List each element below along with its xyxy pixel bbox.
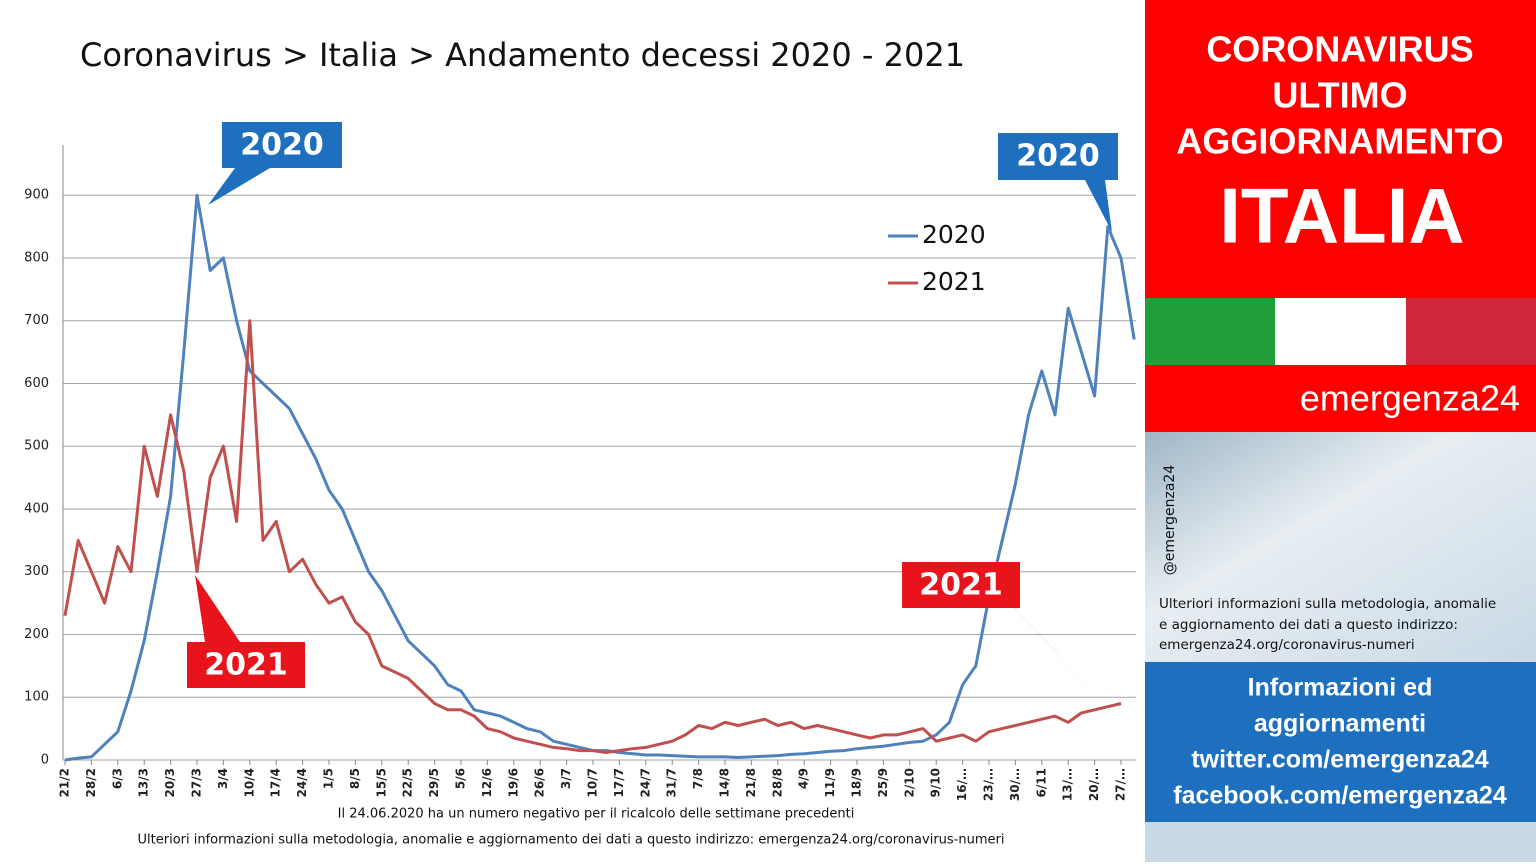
y-tick-label: 400: [24, 501, 49, 516]
x-tick-label: 9/10: [929, 768, 943, 797]
x-tick-label: 21/8: [744, 768, 758, 797]
background-image: [1145, 432, 1536, 662]
x-tick-label: 28/2: [84, 768, 98, 797]
x-tick-label: 16/…: [955, 768, 969, 801]
x-tick-label: 6/3: [110, 768, 124, 789]
annotation: 2021: [919, 568, 1003, 603]
brand: emergenza24: [1300, 378, 1520, 419]
y-tick-label: 800: [24, 250, 49, 265]
x-tick-label: 27/3: [190, 768, 204, 797]
x-tick-label: 14/8: [718, 768, 732, 797]
callout-pointer: [208, 168, 270, 205]
x-tick-label: 22/5: [401, 768, 415, 797]
line-series: [63, 319, 1122, 754]
social-line: Informazioni ed: [1248, 674, 1433, 702]
handle: @emergenza24: [1162, 465, 1178, 576]
x-tick-label: 27/…: [1114, 768, 1128, 801]
chart-title: Coronavirus > Italia > Andamento decessi…: [80, 36, 965, 74]
header-line: AGGIORNAMENTO: [1176, 121, 1503, 162]
x-tick-label: 1/5: [322, 768, 336, 789]
info: Ulteriori informazioni sulla metodologia…: [1159, 596, 1496, 612]
x-tick-label: 18/9: [850, 768, 864, 797]
sidebar-header: [1145, 0, 1536, 298]
x-tick-label: 13/3: [137, 768, 151, 797]
brand-band: [1145, 365, 1536, 432]
x-tick-label: 10/4: [242, 768, 256, 797]
x-tick-label: 6/11: [1034, 768, 1048, 797]
y-tick-label: 500: [24, 439, 49, 454]
x-tick-label: 24/7: [638, 768, 652, 797]
x-tick-label: 28/8: [770, 768, 784, 797]
info: e aggiornamento dei dati a questo indiri…: [1159, 617, 1458, 633]
x-tick-label: 5/6: [454, 768, 468, 789]
x-tick-label: 3/7: [559, 768, 573, 789]
callout-pointer: [195, 575, 240, 642]
x-tick-label: 2/10: [902, 768, 916, 797]
x-tick-label: 3/4: [216, 768, 230, 789]
flag-green: [1145, 298, 1275, 365]
x-tick-label: 20/3: [163, 768, 177, 797]
legend-label: 2020: [922, 220, 986, 249]
country: ITALIA: [1219, 172, 1465, 260]
social-line: facebook.com/emergenza24: [1173, 782, 1507, 810]
x-tick-label: 20/…: [1087, 768, 1101, 801]
x-tick-label: 25/9: [876, 768, 890, 797]
x-tick-label: 17/7: [612, 768, 626, 797]
flag-red: [1406, 298, 1536, 365]
social-line: aggiornamenti: [1254, 710, 1426, 738]
flag-white: [1275, 298, 1406, 365]
y-tick-label: 100: [24, 690, 49, 705]
y-tick-label: 900: [24, 188, 49, 203]
x-tick-label: 13/…: [1061, 768, 1075, 801]
info: emergenza24.org/coronavirus-numeri: [1159, 637, 1415, 653]
y-tick-label: 700: [24, 313, 49, 328]
x-tick-label: 26/6: [533, 768, 547, 797]
x-tick-label: 31/7: [665, 768, 679, 797]
y-tick-label: 600: [24, 376, 49, 391]
annotation: 2020: [1016, 139, 1100, 174]
social-line: twitter.com/emergenza24: [1191, 746, 1488, 774]
callout-box: [902, 562, 1020, 608]
note: Ulteriori informazioni sulla metodologia…: [138, 833, 1005, 848]
x-tick-label: 29/5: [427, 768, 441, 797]
y-tick-label: 300: [24, 564, 49, 579]
callout-box: [187, 642, 305, 688]
callout-pointer: [1000, 592, 1103, 703]
header-line: ULTIMO: [1272, 75, 1407, 116]
x-tick-label: 15/5: [374, 768, 388, 797]
x-tick-label: 21/2: [58, 768, 72, 797]
callout-box: [222, 122, 342, 168]
social-box: [1145, 662, 1536, 822]
x-tick-label: 4/9: [797, 768, 811, 789]
y-tick-label: 0: [41, 753, 49, 768]
x-tick-label: 24/4: [295, 768, 309, 797]
x-tick-label: 7/8: [691, 768, 705, 789]
legend-label: 2021: [922, 267, 986, 296]
sidebar-footer: [1145, 822, 1536, 862]
x-tick-label: 30/…: [1008, 768, 1022, 801]
x-tick-label: 23/…: [982, 768, 996, 801]
x-tick-label: 10/7: [586, 768, 600, 797]
x-tick-label: 8/5: [348, 768, 362, 789]
x-tick-label: 12/6: [480, 768, 494, 797]
header-line: CORONAVIRUS: [1206, 29, 1473, 70]
note: Il 24.06.2020 ha un numero negativo per …: [338, 807, 855, 822]
y-tick-label: 200: [24, 627, 49, 642]
callout-pointer: [1085, 180, 1112, 232]
annotation: 2021: [204, 648, 288, 683]
x-tick-label: 11/9: [823, 768, 837, 797]
x-tick-label: 19/6: [506, 768, 520, 797]
x-tick-label: 17/4: [269, 768, 283, 797]
callout-box: [998, 133, 1118, 180]
annotation: 2020: [240, 128, 324, 163]
